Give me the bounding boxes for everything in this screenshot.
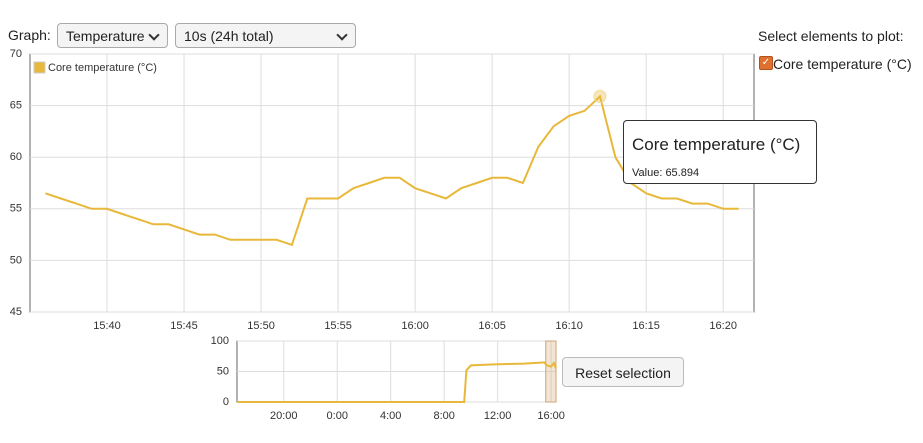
x-tick-label: 15:55 <box>324 320 352 332</box>
x-tick-label: 15:50 <box>247 320 275 332</box>
y-tick-label: 100 <box>211 335 229 347</box>
legend-label: Core temperature (°C) <box>48 62 157 74</box>
x-tick-label: 16:20 <box>709 320 737 332</box>
checkbox[interactable]: ✓ <box>759 56 773 70</box>
y-tick-label: 65 <box>10 100 22 112</box>
tooltip: Core temperature (°C) Value: 65.894 <box>623 120 817 184</box>
x-tick-label: 16:05 <box>478 320 506 332</box>
y-tick-label: 55 <box>10 203 22 215</box>
tooltip-value: Value: 65.894 <box>632 167 699 179</box>
tooltip-value-number: 65.894 <box>665 167 700 179</box>
x-tick-label: 4:00 <box>380 410 401 422</box>
y-tick-label: 70 <box>10 48 22 60</box>
x-tick-label: 15:45 <box>170 320 198 332</box>
x-tick-label: 16:00 <box>537 410 565 422</box>
tooltip-value-label: Value: <box>632 167 663 179</box>
y-tick-label: 0 <box>223 396 229 408</box>
y-tick-label: 45 <box>10 306 22 318</box>
x-tick-label: 12:00 <box>484 410 512 422</box>
elements-label: Select elements to plot: <box>758 28 904 44</box>
series-line <box>237 360 557 403</box>
range-select[interactable]: 10s (24h total) <box>175 23 356 48</box>
x-tick-label: 8:00 <box>433 410 454 422</box>
y-tick-label: 50 <box>217 365 229 377</box>
x-tick-label: 20:00 <box>270 410 298 422</box>
tooltip-title: Core temperature (°C) <box>632 135 801 154</box>
x-tick-label: 16:00 <box>401 320 429 332</box>
x-tick-label: 16:15 <box>632 320 660 332</box>
selection <box>545 340 557 403</box>
element-label[interactable]: Core temperature (°C) <box>773 56 912 72</box>
y-tick-label: 60 <box>10 151 22 163</box>
reset-button[interactable]: Reset selection <box>562 357 684 387</box>
graph-label: Graph: <box>8 27 51 43</box>
x-tick-label: 0:00 <box>327 410 348 422</box>
legend-swatch <box>33 61 46 74</box>
x-tick-label: 16:10 <box>555 320 583 332</box>
x-tick-label: 15:40 <box>93 320 121 332</box>
graph-select[interactable]: Temperature <box>57 23 168 48</box>
hover-point <box>593 89 607 103</box>
y-tick-label: 50 <box>10 254 22 266</box>
